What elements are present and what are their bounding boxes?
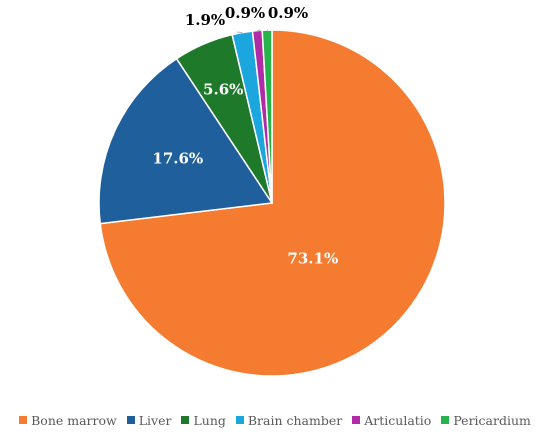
data-labels: 73.1%17.6%5.6%1.9% 0.9% 0.9%	[152, 4, 338, 267]
pie-slices	[98, 29, 446, 377]
leader-line-articulatio	[257, 29, 262, 32]
pie-chart: 73.1%17.6%5.6%1.9% 0.9% 0.9%	[98, 4, 446, 377]
data-label-articulatio: 0.9%	[225, 4, 265, 22]
data-label-pericardium: 0.9%	[268, 4, 308, 22]
legend-label: Lung	[193, 412, 226, 428]
legend-item-articulatio: Articulatio	[352, 413, 431, 428]
data-label-liver: 17.6%	[152, 149, 203, 167]
pie-slice-pericardium	[261, 29, 273, 204]
legend-swatch	[19, 416, 28, 424]
legend-item-brain-chamber: Brain chamber	[235, 412, 343, 428]
legend-swatch	[441, 416, 450, 424]
chart-legend: Bone marrow Liver Lung Brain chamber Articul…	[0, 405, 550, 435]
pie-slice-liver	[98, 57, 274, 225]
legend-label: Pericardium	[453, 412, 531, 428]
legend-label: Liver	[138, 412, 172, 428]
leader-line-brain-chamber	[236, 31, 243, 33]
legend-swatch	[235, 416, 244, 424]
legend-swatch	[181, 416, 190, 424]
legend-label: Bone marrow	[31, 412, 117, 428]
data-label-bone-marrow: 73.1%	[287, 249, 338, 267]
legend-swatch	[352, 416, 361, 424]
legend-item-bone-marrow: Bone marrow	[19, 413, 117, 428]
data-label-brain-chamber: 1.9%	[185, 11, 225, 29]
leader-lines	[236, 29, 269, 33]
legend-item-pericardium: Pericardium	[441, 413, 531, 428]
legend-item-liver: Liver	[126, 412, 172, 428]
data-label-lung: 5.6%	[203, 80, 243, 98]
legend-label: Articulatio	[364, 412, 432, 428]
legend-label: Brain chamber	[247, 412, 343, 428]
legend-item-lung: Lung	[181, 412, 226, 428]
legend-swatch	[126, 416, 135, 424]
